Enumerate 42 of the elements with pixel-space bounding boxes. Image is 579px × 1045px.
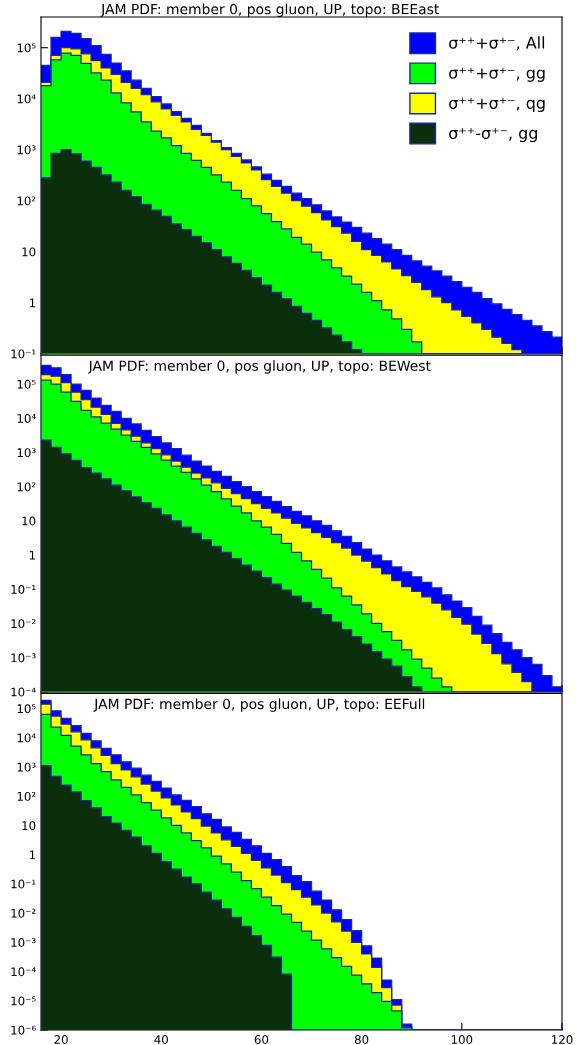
y-tick-label: 10³ [17,762,36,772]
legend-label: σ⁺⁺+σ⁺⁻, All [449,36,545,51]
y-tick-label: 10² [17,196,36,206]
legend-label: σ⁺⁺+σ⁺⁻, gg [449,67,545,82]
y-tick-label: 10⁴ [17,413,36,423]
y-tick-label: 10⁻⁶ [11,1025,36,1035]
y-tick-label: 10⁻¹ [11,584,36,594]
y-tick-label: 10⁻³ [11,938,36,947]
x-tick-label: 120 [552,1035,573,1044]
y-tick-label: 10⁻¹ [11,349,36,359]
y-tick-label: 10⁵ [17,379,36,389]
chart-title: JAM PDF: member 0, pos gluon, UP, topo: EEFull [93,698,425,712]
x-tick-label: 20 [54,1035,68,1044]
y-tick-label: 1 [29,298,36,308]
x-tick-label: 40 [154,1035,168,1044]
x-tick-label: 100 [451,1035,473,1044]
y-tick-label: 10 [22,516,36,526]
y-tick-label: 1 [29,850,36,860]
y-tick-label: 10⁻² [11,619,36,629]
y-tick-label: 10 [22,821,36,831]
x-tick-label: 80 [354,1035,369,1044]
y-tick-label: 1 [29,550,36,560]
y-tick-label: 10² [17,482,36,492]
legend-label: σ⁺⁺+σ⁺⁻, qg [449,97,545,112]
x-tick-label: 60 [254,1035,269,1044]
y-tick-label: 10⁻¹ [11,879,36,889]
y-tick-label: 10⁻⁵ [11,996,36,1006]
y-tick-label: 10³ [17,448,36,458]
legend-label: σ⁺⁺-σ⁺⁻, gg [449,127,537,143]
y-tick-label: 10⁴ [17,733,36,743]
y-tick-label: 10 [22,247,36,257]
chart-title: JAM PDF: member 0, pos gluon, UP, topo: BEWest [87,360,431,374]
y-tick-label: 10⁵ [17,43,36,53]
chart-title: JAM PDF: member 0, pos gluon, UP, topo: BEEast [100,3,439,17]
y-tick-label: 10² [17,791,36,801]
y-tick-label: 10⁻³ [11,653,36,663]
y-tick-label: 10³ [17,145,36,155]
y-tick-label: 10⁻⁴ [11,967,36,977]
y-tick-label: 10⁻⁴ [11,687,36,697]
y-tick-label: 10⁻² [11,908,36,918]
y-tick-label: 10⁵ [17,704,36,714]
y-tick-label: 10⁴ [17,94,36,104]
